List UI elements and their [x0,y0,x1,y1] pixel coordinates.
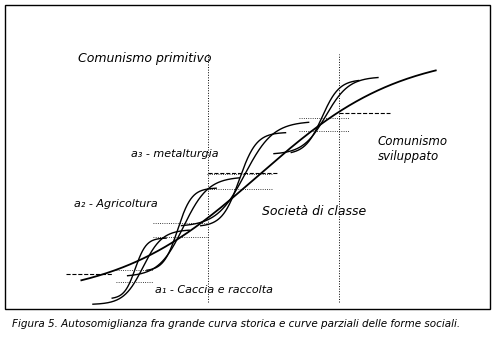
Text: a₁ - Caccia e raccolta: a₁ - Caccia e raccolta [155,285,272,295]
Text: a₂ - Agricoltura: a₂ - Agricoltura [74,199,158,209]
Text: Comunismo
sviluppato: Comunismo sviluppato [378,135,448,163]
Text: Comunismo primitivo: Comunismo primitivo [78,52,211,65]
Text: Figura 5. Autosomiglianza fra grande curva storica e curve parziali delle forme : Figura 5. Autosomiglianza fra grande cur… [12,319,461,330]
Text: a₃ - metalturgia: a₃ - metalturgia [131,149,219,159]
Text: Società di classe: Società di classe [262,205,367,218]
